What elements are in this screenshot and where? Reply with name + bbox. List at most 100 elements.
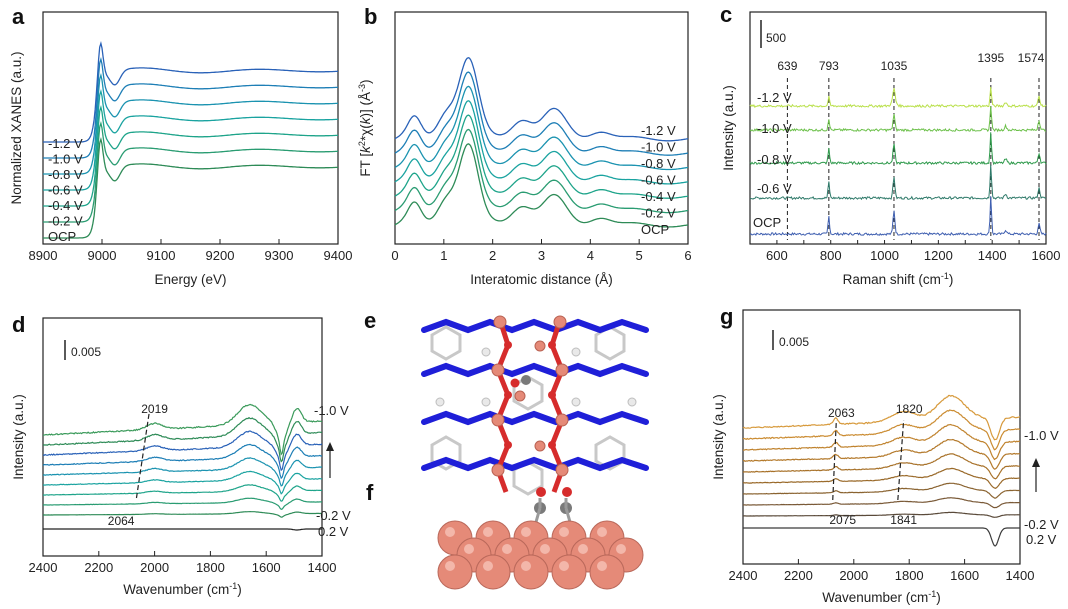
peak-label: 1820 (896, 402, 923, 416)
potential-arrowhead (1032, 458, 1040, 467)
x-tick-label: 1400 (1006, 568, 1035, 583)
x-tick-label: 2000 (839, 568, 868, 583)
x-tick-label: 0 (391, 248, 398, 263)
ft-line (394, 143, 689, 228)
x-tick-label: 1400 (978, 248, 1007, 263)
ft-line (394, 114, 689, 199)
y-axis-label-part: k (358, 145, 373, 153)
legend-label: -0.2 V (641, 206, 676, 221)
ir-line (42, 403, 323, 456)
copper-sphere (551, 554, 587, 590)
copper-highlight (464, 544, 474, 554)
legend-label: -1.2 V (48, 136, 83, 151)
x-tick-label: 1200 (924, 248, 953, 263)
panel-label-a: a (12, 4, 25, 29)
x-axis-label: Energy (eV) (154, 272, 226, 287)
legend-label: OCP (48, 229, 76, 244)
x-tick-label: 2400 (29, 560, 58, 575)
legend-label: -1.0 V (641, 140, 676, 155)
peak-label: 1841 (890, 513, 917, 527)
potential-label-bottom: 0.2 V (318, 524, 349, 539)
ir-line (42, 443, 322, 480)
x-tick-label: 9200 (206, 248, 235, 263)
ir-line (42, 510, 323, 518)
raman-line (749, 132, 1047, 166)
x-tick-label: 2 (489, 248, 496, 263)
x-tick-label: 5 (636, 248, 643, 263)
legend-label: -1.2 V (641, 123, 676, 138)
potential-label-top: -1.0 V (314, 403, 349, 418)
panel-label-f: f (366, 480, 374, 505)
copper-sphere (437, 554, 473, 590)
x-axis-label: Interatomic distance (Å) (470, 272, 613, 287)
x-tick-label: 6 (684, 248, 691, 263)
oxygen-atoms (504, 341, 556, 449)
x-tick-label: 1600 (252, 560, 281, 575)
ir-line (42, 416, 323, 463)
x-tick-label: 2400 (729, 568, 758, 583)
x-axis-label-part: -1 (229, 581, 237, 591)
legend-label: OCP (753, 215, 781, 230)
x-tick-label: 1800 (895, 568, 924, 583)
x-axis-label-part: Wavenumber (cm (822, 590, 928, 605)
x-tick-label: 800 (820, 248, 842, 263)
y-axis-label: Normalized XANES (a.u.) (9, 51, 24, 204)
raman-line (749, 106, 1047, 133)
copper-slab (437, 520, 644, 590)
ir-line (742, 482, 1020, 499)
y-axis-label-part: *χ( (358, 124, 373, 141)
x-tick-label: 600 (766, 248, 788, 263)
copper-sphere (513, 554, 549, 590)
peak-label: 2019 (141, 402, 168, 416)
copper-highlight (597, 527, 607, 537)
copper-highlight (559, 561, 569, 571)
panel-e-structure (420, 315, 649, 496)
x-tick-label: 1000 (870, 248, 899, 263)
ir-line (742, 394, 1021, 441)
ir-line (43, 484, 323, 502)
plot-frame (742, 309, 1021, 565)
peak-label: 1574 (1018, 51, 1045, 65)
scale-bar-label: 500 (766, 31, 786, 45)
x-tick-label: 1 (440, 248, 447, 263)
x-tick-label: 3 (538, 248, 545, 263)
copper-highlight (502, 544, 512, 554)
ir-line (742, 409, 1021, 451)
x-tick-label: 4 (587, 248, 594, 263)
x-tick-label: 9300 (265, 248, 294, 263)
xanes-line (43, 88, 339, 191)
x-axis-label: Wavenumber (cm-1) (822, 589, 941, 605)
legend-label: -0.8 V (48, 167, 83, 182)
x-tick-label: 9400 (324, 248, 353, 263)
hydrogen-atoms (435, 347, 637, 407)
x-axis-label-part: -1 (928, 589, 936, 599)
legend-label: -1.0 V (757, 121, 792, 136)
peak-label: 2064 (108, 514, 135, 528)
x-axis-label: Wavenumber (cm-1) (123, 581, 242, 597)
copper-highlight (483, 527, 493, 537)
potential-label-top: -1.0 V (1024, 428, 1059, 443)
ir-line (42, 497, 323, 510)
legend-label: -0.8 V (757, 152, 792, 167)
peak-shift-marker (135, 411, 150, 499)
y-axis-label-part: ) (358, 79, 373, 84)
y-axis-label-part: FT [ (358, 153, 373, 177)
x-axis-label-part: Raman shift (cm (843, 272, 941, 287)
xanes-line (43, 56, 339, 159)
x-tick-label: 9100 (147, 248, 176, 263)
copper-atoms (491, 315, 569, 477)
x-axis-label-part: ) (936, 590, 941, 605)
peak-label: 1395 (977, 51, 1004, 65)
ir-line (42, 430, 323, 472)
panel-label-d: d (12, 312, 25, 337)
copper-highlight (445, 527, 455, 537)
copper-highlight (521, 561, 531, 571)
panel-label-e: e (364, 308, 376, 333)
raman-line (749, 196, 1047, 237)
copper-highlight (616, 544, 626, 554)
x-axis-label: Raman shift (cm-1) (843, 271, 954, 287)
copper-highlight (483, 561, 493, 571)
x-tick-label: 9000 (88, 248, 117, 263)
ir-line (42, 470, 323, 495)
peak-label: 639 (777, 59, 797, 73)
